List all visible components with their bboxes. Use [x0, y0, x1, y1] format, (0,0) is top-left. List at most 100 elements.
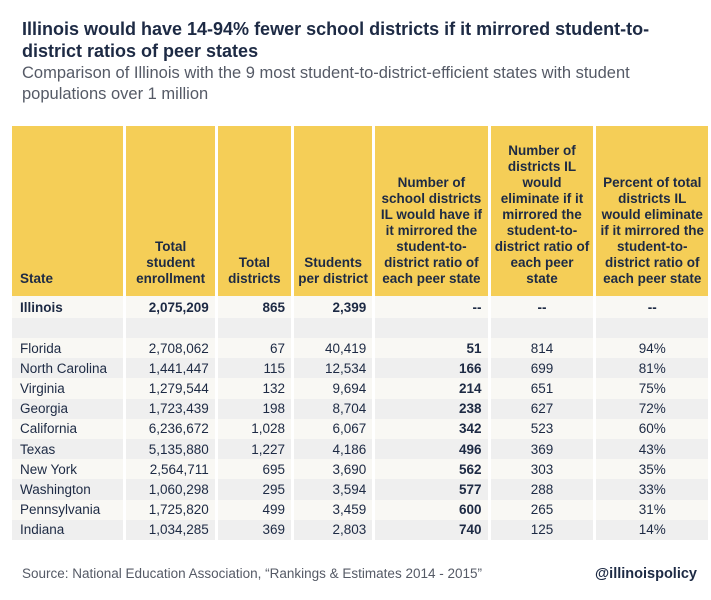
table-cell: 814	[490, 338, 594, 359]
table-cell	[375, 318, 488, 338]
table-cell: 499	[217, 499, 292, 520]
table-cell: 51	[375, 338, 488, 359]
table-cell: 2,708,062	[126, 338, 215, 359]
table-cell: California	[12, 418, 124, 439]
table-cell: 35%	[596, 459, 708, 480]
table-cell: 115	[217, 358, 292, 379]
table-cell: 523	[490, 418, 594, 439]
table-row: California 6,236,672 1,028 6,067 342 523 60%	[12, 418, 708, 439]
table-cell: Georgia	[12, 398, 124, 419]
column-header: Number of school districts IL would have…	[375, 126, 488, 293]
table-cell: 865	[217, 293, 292, 318]
column-header: State	[12, 126, 124, 293]
table-row: Pennsylvania 1,725,820 499 3,459 600 265 31%	[12, 499, 708, 520]
table-cell: 740	[375, 519, 488, 540]
table-cell: 1,441,447	[126, 358, 215, 379]
table-cell: 2,399	[294, 293, 373, 318]
table-cell: Indiana	[12, 519, 124, 540]
table-cell: 369	[490, 438, 594, 460]
column-header: Total districts	[217, 126, 292, 293]
table-cell: 43%	[596, 438, 708, 460]
table-cell: Pennsylvania	[12, 499, 124, 520]
table-cell: 72%	[596, 398, 708, 419]
table-cell	[294, 318, 373, 338]
table-cell: 295	[217, 479, 292, 500]
column-header: Students per district	[294, 126, 373, 293]
table-cell: 8,704	[294, 398, 373, 419]
table-cell: 12,534	[294, 358, 373, 379]
table-cell: 3,594	[294, 479, 373, 500]
table-cell: 1,227	[217, 438, 292, 460]
table-cell: 1,279,544	[126, 378, 215, 399]
table-cell: 6,236,672	[126, 418, 215, 439]
table-cell: 33%	[596, 479, 708, 500]
table-cell: Texas	[12, 438, 124, 460]
twitter-handle: @illinoispolicy	[595, 566, 697, 582]
table-cell: 14%	[596, 519, 708, 540]
table-cell: 651	[490, 378, 594, 399]
table-cell: 9,694	[294, 378, 373, 399]
source-note: Source: National Education Association, …	[22, 566, 483, 581]
table-cell: 81%	[596, 358, 708, 379]
table-cell: 31%	[596, 499, 708, 520]
table-cell: 369	[217, 519, 292, 540]
chart-title: Illinois would have 14-94% fewer school …	[22, 19, 650, 61]
chart-subtitle: Comparison of Illinois with the 9 most s…	[22, 64, 630, 103]
table-row	[12, 318, 708, 338]
table-cell: 577	[375, 479, 488, 500]
table-row: Illinois 2,075,209 865 2,399 -- -- --	[12, 293, 708, 318]
table-cell: 2,075,209	[126, 293, 215, 318]
table-cell	[490, 318, 594, 338]
table-cell: 166	[375, 358, 488, 379]
column-header: Total student enrollment	[126, 126, 215, 293]
table-cell: 75%	[596, 378, 708, 399]
table-cell: 6,067	[294, 418, 373, 439]
table-cell: 94%	[596, 338, 708, 359]
column-header: Percent of total districts IL would elim…	[596, 126, 708, 293]
column-header: Number of districts IL would eliminate i…	[490, 126, 594, 293]
table-cell: 342	[375, 418, 488, 439]
table-cell: --	[490, 293, 594, 318]
table-cell: 627	[490, 398, 594, 419]
table-cell	[217, 318, 292, 338]
table-row: New York 2,564,711 695 3,690 562 303 35%	[12, 459, 708, 480]
table-cell: --	[596, 293, 708, 318]
table-cell: 288	[490, 479, 594, 500]
table-cell: 238	[375, 398, 488, 419]
table-cell: 2,564,711	[126, 459, 215, 480]
table-cell: Illinois	[12, 293, 124, 318]
table-cell: 1,725,820	[126, 499, 215, 520]
table-row: Texas 5,135,880 1,227 4,186 496 369 43%	[12, 438, 708, 460]
table-cell: 3,459	[294, 499, 373, 520]
table-cell: New York	[12, 459, 124, 480]
table-row: Indiana 1,034,285 369 2,803 740 125 14%	[12, 519, 708, 540]
table-cell: 5,135,880	[126, 438, 215, 460]
table-cell: North Carolina	[12, 358, 124, 379]
table-cell: Florida	[12, 338, 124, 359]
table-cell: 2,803	[294, 519, 373, 540]
table-cell: 4,186	[294, 438, 373, 460]
table-cell: 695	[217, 459, 292, 480]
table-cell: 1,034,285	[126, 519, 215, 540]
districts-table: State Total student enrollment Total distr…	[9, 126, 711, 540]
table-cell	[12, 318, 124, 338]
table-cell: Virginia	[12, 378, 124, 399]
table-cell: 132	[217, 378, 292, 399]
table-cell: 198	[217, 398, 292, 419]
table-row: Florida 2,708,062 67 40,419 51 814 94%	[12, 338, 708, 359]
table-row: Washington 1,060,298 295 3,594 577 288 33%	[12, 479, 708, 500]
table-cell: 67	[217, 338, 292, 359]
table-cell: 562	[375, 459, 488, 480]
table-cell: 265	[490, 499, 594, 520]
table-row: North Carolina 1,441,447 115 12,534 166 699 81…	[12, 358, 708, 379]
table-cell: 699	[490, 358, 594, 379]
table-cell: 3,690	[294, 459, 373, 480]
table-cell: 1,060,298	[126, 479, 215, 500]
table-cell: 60%	[596, 418, 708, 439]
table-row: Georgia 1,723,439 198 8,704 238 627 72%	[12, 398, 708, 419]
table-cell: 1,028	[217, 418, 292, 439]
table-cell: 125	[490, 519, 594, 540]
table-cell: 40,419	[294, 338, 373, 359]
table-cell	[126, 318, 215, 338]
table-cell: 1,723,439	[126, 398, 215, 419]
